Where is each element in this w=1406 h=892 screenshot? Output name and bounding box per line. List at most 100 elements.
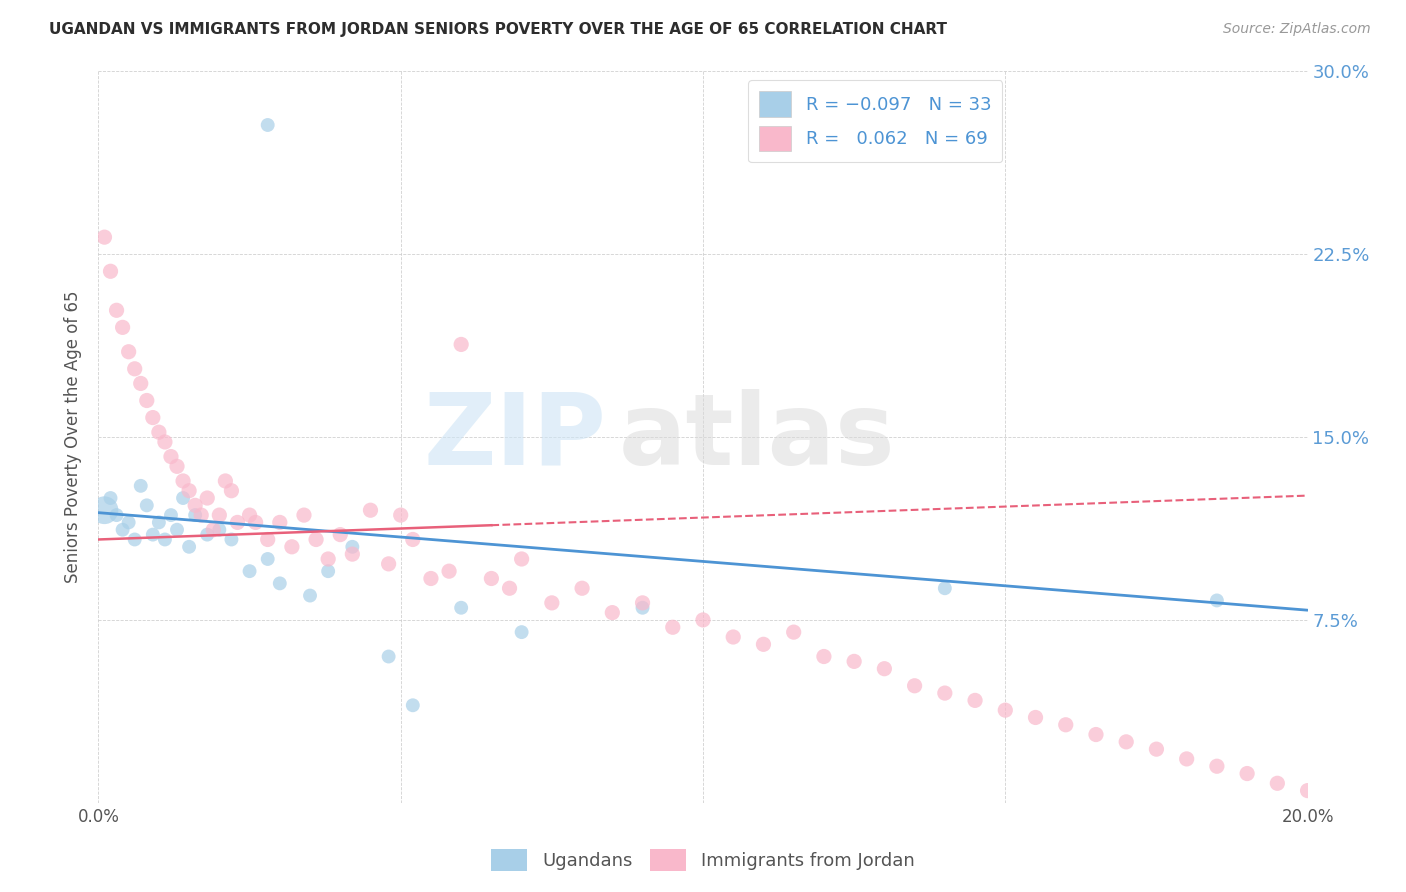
Point: [450, 600, 472, 615]
Point: [299, 589, 322, 603]
Point: [342, 540, 364, 554]
Point: [124, 533, 146, 547]
Point: [195, 491, 218, 505]
Point: [105, 508, 128, 522]
Point: [93, 230, 115, 244]
Point: [1206, 759, 1229, 773]
Point: [1267, 776, 1289, 790]
Point: [202, 523, 225, 537]
Point: [602, 606, 624, 620]
Point: [105, 303, 128, 318]
Point: [195, 527, 218, 541]
Point: [661, 620, 683, 634]
Point: [100, 264, 122, 278]
Point: [360, 503, 382, 517]
Point: [153, 533, 176, 547]
Point: [148, 425, 170, 440]
Point: [813, 649, 835, 664]
Point: [135, 393, 157, 408]
Point: [129, 376, 152, 391]
Point: [184, 499, 207, 513]
Text: UGANDAN VS IMMIGRANTS FROM JORDAN SENIORS POVERTY OVER THE AGE OF 65 CORRELATION: UGANDAN VS IMMIGRANTS FROM JORDAN SENIOR…: [49, 22, 948, 37]
Point: [450, 337, 472, 351]
Point: [148, 516, 170, 530]
Point: [179, 540, 201, 554]
Point: [281, 540, 304, 554]
Point: [172, 474, 194, 488]
Point: [783, 625, 806, 640]
Point: [239, 508, 262, 522]
Point: [269, 516, 291, 530]
Point: [1115, 735, 1137, 749]
Point: [184, 508, 207, 522]
Point: [239, 564, 262, 578]
Point: [1175, 752, 1198, 766]
Point: [1296, 783, 1319, 797]
Point: [142, 527, 165, 541]
Point: [93, 503, 115, 517]
Point: [166, 523, 188, 537]
Point: [1054, 718, 1077, 732]
Point: [305, 533, 328, 547]
Point: [316, 564, 339, 578]
Point: [135, 499, 157, 513]
Point: [111, 523, 134, 537]
Point: [221, 483, 243, 498]
Point: [329, 527, 352, 541]
Point: [965, 693, 987, 707]
Point: [100, 491, 122, 505]
Point: [190, 508, 212, 522]
Point: [226, 516, 249, 530]
Point: [389, 508, 412, 522]
Text: Source: ZipAtlas.com: Source: ZipAtlas.com: [1223, 22, 1371, 37]
Point: [256, 533, 278, 547]
Legend: Ugandans, Immigrants from Jordan: Ugandans, Immigrants from Jordan: [484, 842, 922, 879]
Point: [723, 630, 745, 644]
Legend: R = −0.097   N = 33, R =   0.062   N = 69: R = −0.097 N = 33, R = 0.062 N = 69: [748, 80, 1002, 162]
Point: [256, 118, 278, 132]
Point: [1206, 593, 1229, 607]
Point: [377, 557, 399, 571]
Point: [1085, 727, 1108, 741]
Point: [342, 547, 364, 561]
Point: [160, 508, 183, 522]
Point: [1236, 766, 1258, 780]
Point: [129, 479, 152, 493]
Point: [510, 552, 533, 566]
Point: [377, 649, 399, 664]
Point: [160, 450, 183, 464]
Point: [269, 576, 291, 591]
Point: [245, 516, 267, 530]
Point: [1144, 742, 1167, 756]
Point: [316, 552, 339, 566]
Point: [571, 581, 593, 595]
Point: [172, 491, 194, 505]
Point: [873, 662, 896, 676]
Point: [256, 552, 278, 566]
Point: [292, 508, 315, 522]
Point: [153, 434, 176, 449]
Point: [208, 508, 231, 522]
Point: [214, 474, 236, 488]
Point: [631, 596, 654, 610]
Point: [179, 483, 201, 498]
Text: ZIP: ZIP: [423, 389, 606, 485]
Point: [124, 361, 146, 376]
Point: [540, 596, 562, 610]
Point: [752, 637, 775, 651]
Point: [118, 344, 141, 359]
Point: [498, 581, 520, 595]
Point: [118, 516, 141, 530]
Point: [844, 654, 866, 668]
Point: [142, 410, 165, 425]
Point: [402, 698, 425, 713]
Point: [510, 625, 533, 640]
Point: [221, 533, 243, 547]
Point: [692, 613, 714, 627]
Point: [934, 581, 956, 595]
Y-axis label: Seniors Poverty Over the Age of 65: Seniors Poverty Over the Age of 65: [65, 291, 83, 583]
Point: [1024, 710, 1046, 724]
Point: [934, 686, 956, 700]
Point: [111, 320, 134, 334]
Point: [420, 572, 443, 586]
